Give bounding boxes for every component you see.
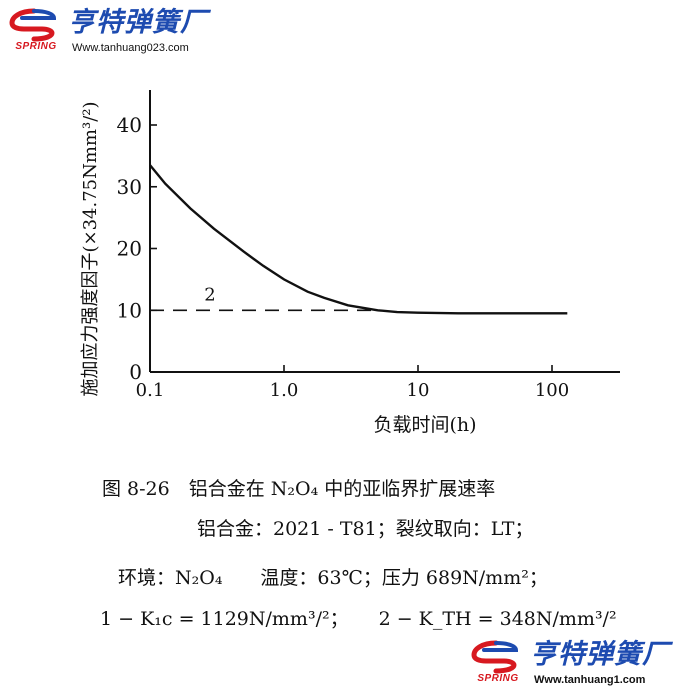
chart: 0 10 20 30 40 0.1 1.0 10 100 2 负载时间(h) 施加应力强度因子(×… [80,90,620,436]
spring-logo-icon: SPRING [8,8,60,56]
brand-name: 亨特弹簧厂 [530,639,670,670]
y-tick-label: 0 [129,360,142,384]
x-tick-label: 1.0 [270,380,299,401]
x-axis-label: 负载时间(h) [373,414,476,436]
chart-labels: 负载时间(h) 施加应力强度因子(×34.75Nmm³/²) [80,101,477,436]
series-label-2: 2 [204,284,215,305]
y-tick-label: 10 [117,298,142,322]
chart-series: 2 [149,164,568,315]
figure-caption-environment: 环境：N₂O₄ 温度：63℃；压力 689N/mm²； [118,567,548,589]
brand-name: 亨特弹簧厂 [68,7,208,38]
spring-logo-icon: SPRING [470,640,522,688]
logo-sub-text: SPRING [477,673,519,684]
chart-axes [149,90,620,373]
kth-value: 2 − K_TH = 348N/mm³/² [378,608,617,630]
y-tick-label: 20 [117,237,142,261]
y-tick-label: 30 [117,175,142,199]
watermark-logo-top: SPRING 亨特弹簧厂 Www.tanhuang023.com [8,8,208,56]
figure-caption-k-values: 1 − K₁c = 1129N/mm³/²； 2 − K_TH = 348N/mm… [100,604,647,631]
watermark-logo-bottom: SPRING 亨特弹簧厂 Www.tanhuang1.com [470,640,670,688]
k1c-value: 1 − K₁c = 1129N/mm³/²； [100,608,349,630]
chart-ticks: 0 10 20 30 40 0.1 1.0 10 100 [117,113,570,401]
logo-sub-text: SPRING [15,41,57,52]
y-tick-label: 40 [117,113,142,137]
y-axis-label: 施加应力强度因子(×34.75Nmm³/²) [80,101,101,396]
series-line-1 [149,164,568,315]
figure-caption-material: 铝合金：2021 - T81；裂纹取向：LT； [197,518,534,540]
figure-caption-title: 图 8-26 铝合金在 N₂O₄ 中的亚临界扩展速率 [102,478,496,500]
x-tick-label: 10 [407,380,430,401]
x-tick-label: 100 [535,380,569,401]
brand-url: Www.tanhuang1.com [534,674,646,686]
brand-url: Www.tanhuang023.com [72,42,189,54]
x-tick-label: 0.1 [136,380,165,401]
